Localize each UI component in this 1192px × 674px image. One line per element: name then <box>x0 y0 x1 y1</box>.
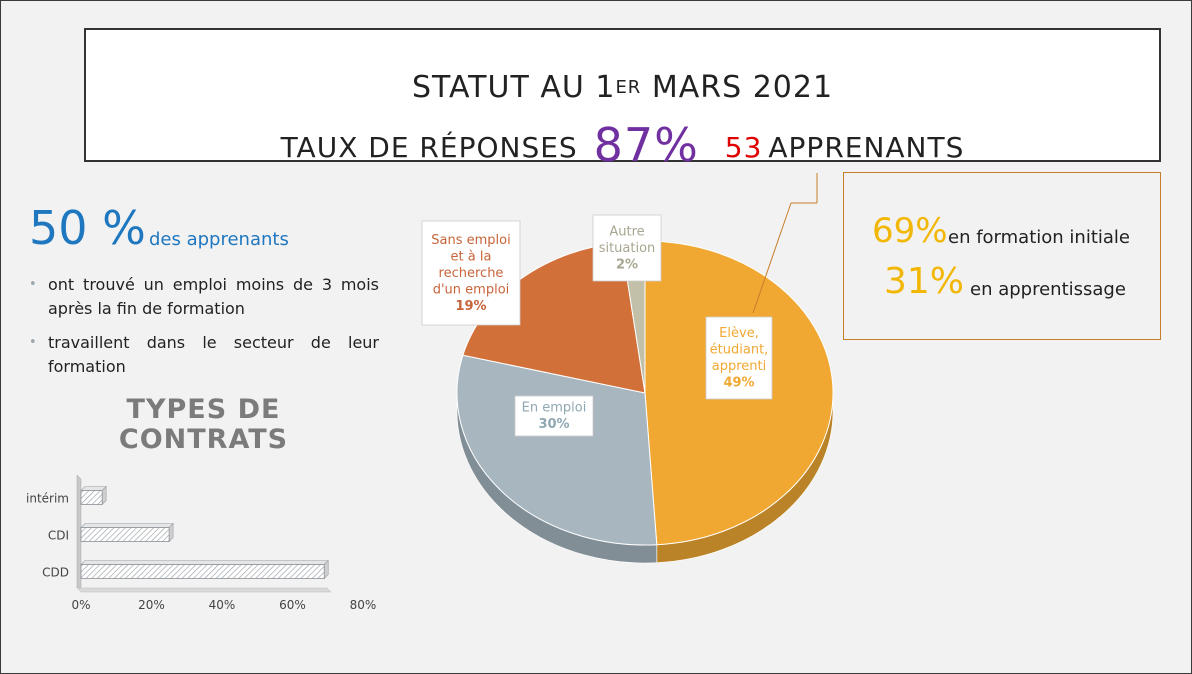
title-part1: STATUT AU 1 <box>411 70 616 105</box>
bar-axis-wall <box>76 474 82 593</box>
bar-x-tick-label: 80% <box>350 598 377 612</box>
pie-data-label: et à la <box>451 249 492 264</box>
bullet-text: ont trouvé un emploi moins de 3 mois apr… <box>48 275 379 318</box>
pie-label-box <box>592 214 662 282</box>
pie-data-label: En emploi <box>522 401 587 416</box>
pie-data-label: Sans emploi <box>431 233 510 248</box>
bullet-item: • travaillent dans le secteur de leur fo… <box>29 331 379 379</box>
contract-types-title: TYPES DE CONTRATS <box>101 395 306 455</box>
info-box-connector <box>752 202 792 314</box>
response-rate-label: TAUX DE RÉPONSES <box>280 131 578 164</box>
learner-count-label: APPRENANTS <box>768 131 965 164</box>
pie-label-box <box>514 395 594 437</box>
bar-x-tick-label: 40% <box>209 598 236 612</box>
pie-slice <box>456 354 658 546</box>
pie-data-label: recherche <box>439 266 504 281</box>
contract-types-title-line2: CONTRATS <box>118 424 289 455</box>
contract-types-title-line1: TYPES DE <box>126 394 281 425</box>
title-box: STATUT AU 1ER MARS 2021 TAUX DE RÉPONSES… <box>84 28 1161 172</box>
bullet-item: • ont trouvé un emploi moins de 3 mois a… <box>29 273 379 321</box>
headline-label: des apprenants <box>149 229 289 250</box>
contract-bar <box>80 527 170 542</box>
contract-bar <box>80 564 325 579</box>
pie-data-label: Autre <box>609 224 644 239</box>
bar-x-tick-label: 20% <box>138 598 165 612</box>
pie-data-label: 30% <box>538 417 569 432</box>
pie-data-label: 49% <box>723 376 754 391</box>
bar-axis-floor <box>76 587 332 593</box>
pie-label-box <box>705 316 773 400</box>
bar-top-face <box>80 523 174 528</box>
bullet-dot-icon: • <box>29 335 37 350</box>
pie-data-label: Elève, <box>719 326 759 341</box>
bar-top-face <box>80 560 329 565</box>
apprenticeship-label: en apprentissage <box>970 279 1126 300</box>
learner-count: 53 <box>724 131 763 164</box>
pie-data-label: d'un emploi <box>433 282 510 297</box>
bar-x-tick-label: 60% <box>279 598 306 612</box>
bullet-text: travaillent dans le secteur de leur form… <box>48 333 379 376</box>
title-heading: STATUT AU 1ER MARS 2021 <box>86 70 1159 105</box>
bar-category-label: CDI <box>48 529 69 543</box>
title-superscript: ER <box>615 77 642 98</box>
bullet-dot-icon: • <box>29 277 37 292</box>
pie-label-box <box>421 220 521 326</box>
response-rate-value: 87% <box>593 118 699 172</box>
bar-category-label: CDD <box>42 566 69 580</box>
pie-data-label: 19% <box>455 299 486 314</box>
apprenticeship-percentage: 31% <box>884 261 965 302</box>
pie-data-label: situation <box>599 241 656 256</box>
pie-data-label: apprenti <box>712 359 766 374</box>
pie-data-label: étudiant, <box>710 343 769 358</box>
bar-x-tick-label: 0% <box>71 598 90 612</box>
initial-training-label: en formation initiale <box>948 227 1130 248</box>
initial-training-percentage: 69% <box>872 211 948 251</box>
bar-category-label: intérim <box>26 492 69 506</box>
training-mode-box: 69% en formation initiale 31% en apprent… <box>843 172 1161 340</box>
contract-bar <box>80 490 103 505</box>
pie-label-group: Elève, étudiant,apprenti 49% <box>705 316 773 400</box>
title-part2: MARS 2021 <box>641 70 834 105</box>
response-rate-line: TAUX DE RÉPONSES 87% 53 APPRENANTS <box>86 118 1159 172</box>
pie-data-label: 2% <box>616 257 638 272</box>
headline-percentage: 50 % <box>29 201 146 255</box>
